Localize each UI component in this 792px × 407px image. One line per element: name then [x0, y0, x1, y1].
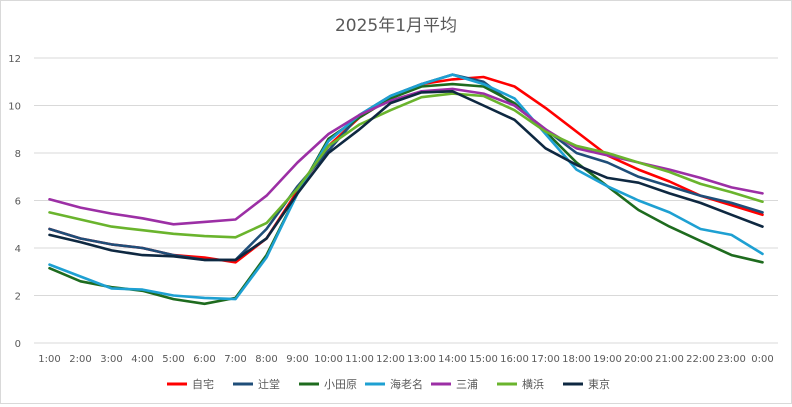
x-axis-ticks: 1:00 2:00 3:00 4:00 5:00 6:00 7:00 8:00 9:00 10:0…	[38, 354, 773, 365]
x-tick-label: 20:00	[624, 354, 653, 365]
x-tick-label: 3:00	[100, 354, 122, 365]
series-lines	[48, 73, 764, 306]
x-tick-label: 2:00	[69, 354, 91, 365]
y-axis-ticks: 0 2 4 6 8 10 12	[8, 54, 21, 350]
y-tick-label: 6	[15, 197, 21, 208]
x-tick-label: 7:00	[224, 354, 246, 365]
x-tick-label: 14:00	[438, 354, 467, 365]
x-tick-label: 6:00	[193, 354, 215, 365]
series-line	[48, 73, 764, 301]
legend-label: 三浦	[456, 378, 478, 391]
y-tick-label: 4	[15, 244, 21, 255]
y-tick-label: 8	[15, 149, 21, 160]
legend-label: 辻堂	[258, 377, 280, 391]
legend: 自宅 辻堂 小田原 海老名 三浦 横浜 東京	[167, 377, 610, 391]
x-tick-label: 12:00	[376, 354, 405, 365]
x-tick-label: 8:00	[255, 354, 277, 365]
x-tick-label: 10:00	[314, 354, 343, 365]
x-tick-label: 15:00	[469, 354, 498, 365]
x-tick-label: 22:00	[686, 354, 715, 365]
series-line	[48, 82, 764, 306]
x-tick-label: 13:00	[407, 354, 436, 365]
legend-label: 自宅	[192, 377, 214, 391]
x-tick-label: 11:00	[345, 354, 374, 365]
y-tick-label: 2	[15, 292, 21, 303]
x-tick-label: 18:00	[562, 354, 591, 365]
legend-label: 東京	[588, 377, 610, 391]
series-line	[48, 87, 764, 226]
x-tick-label: 5:00	[162, 354, 184, 365]
legend-label: 海老名	[390, 377, 423, 391]
x-tick-label: 19:00	[593, 354, 622, 365]
x-tick-label: 21:00	[655, 354, 684, 365]
legend-label: 横浜	[522, 377, 544, 391]
y-tick-label: 12	[8, 54, 21, 65]
y-tick-label: 0	[15, 339, 21, 350]
y-tick-label: 10	[8, 102, 21, 113]
series-line	[48, 90, 764, 262]
chart-title: 2025年1月平均	[335, 16, 457, 36]
x-tick-label: 9:00	[286, 354, 308, 365]
x-tick-label: 23:00	[717, 354, 746, 365]
gridlines	[34, 57, 778, 344]
x-tick-label: 17:00	[531, 354, 560, 365]
series-line	[48, 92, 764, 239]
x-tick-label: 0:00	[751, 354, 773, 365]
x-tick-label: 16:00	[500, 354, 529, 365]
legend-label: 小田原	[324, 378, 357, 391]
x-tick-label: 4:00	[131, 354, 153, 365]
x-tick-label: 1:00	[38, 354, 60, 365]
